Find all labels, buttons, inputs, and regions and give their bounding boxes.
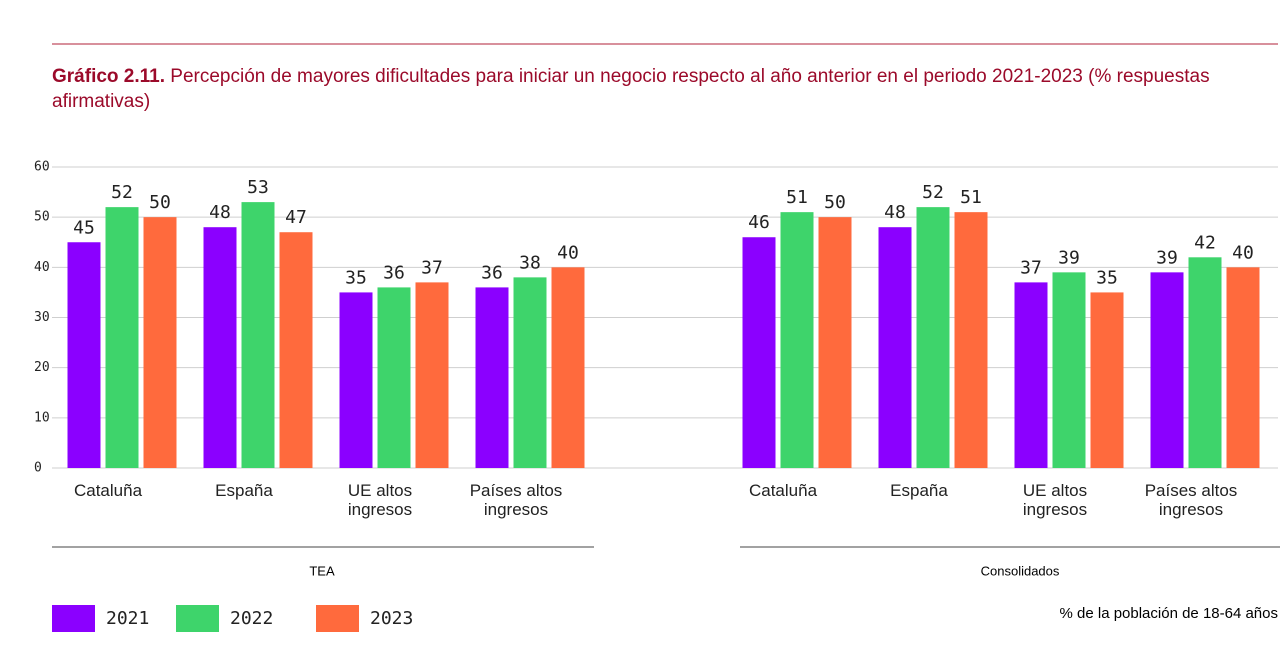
x-tick-label: UE altos ingresos [1022,481,1088,519]
panel-label: Consolidados [981,563,1060,578]
value-label: 42 [1194,232,1216,253]
bar [780,212,814,468]
value-label: 51 [960,187,982,208]
value-label: 48 [209,202,231,223]
x-tick-label: Cataluña [73,481,143,500]
legend-label: 2023 [370,608,413,629]
bar [1090,292,1124,468]
value-label: 51 [786,187,808,208]
y-tick-label: 10 [34,410,50,425]
bar [513,277,547,468]
bar [377,287,411,468]
legend-swatch [176,605,219,632]
x-tick-label: España [890,481,948,500]
value-label: 53 [247,177,269,198]
bar [339,292,373,468]
bar [878,227,912,468]
bar [1052,272,1086,468]
bar [203,227,237,468]
value-label: 45 [73,217,95,238]
y-tick-label: 20 [34,360,50,375]
value-label: 50 [149,192,171,213]
x-tick-label: España [215,481,273,500]
title-text: Percepción de mayores dificultades para … [52,66,1210,112]
bar [818,217,852,468]
value-label: 48 [884,202,906,223]
bar [143,217,177,468]
value-label: 38 [519,252,541,273]
bar [916,207,950,468]
x-tick-label: Cataluña [748,481,818,500]
bar [742,237,776,468]
bar [1150,272,1184,468]
bar [1226,267,1260,468]
x-tick-label: Países altos ingresos [469,481,563,519]
y-tick-label: 0 [34,461,42,476]
title-label: Gráfico 2.11. [52,66,166,87]
value-label: 46 [748,212,770,233]
value-label: 36 [481,262,503,283]
x-tick-label: UE altos ingresos [347,481,413,519]
legend-label: 2022 [230,608,273,629]
value-label: 35 [345,267,367,288]
legend-label: 2021 [106,608,149,629]
panel-label: TEA [309,563,335,578]
value-label: 40 [1232,242,1254,263]
bar [241,202,275,468]
value-label: 37 [1020,257,1042,278]
y-tick-label: 50 [34,210,50,225]
value-label: 39 [1156,247,1178,268]
legend-swatch [52,605,95,632]
bar [105,207,139,468]
bar [1188,257,1222,468]
legend-swatch [316,605,359,632]
value-label: 35 [1096,267,1118,288]
value-label: 39 [1058,247,1080,268]
y-tick-label: 30 [34,310,50,325]
chart-title: Gráfico 2.11. Percepción de mayores difi… [52,64,1282,114]
note: % de la población de 18-64 años [1060,605,1279,622]
bar [67,242,101,468]
y-tick-label: 40 [34,260,50,275]
bar [954,212,988,468]
bar [279,232,313,468]
bar [415,282,449,468]
value-label: 50 [824,192,846,213]
value-label: 36 [383,262,405,283]
bar [551,267,585,468]
x-tick-label: Países altos ingresos [1144,481,1238,519]
value-label: 47 [285,207,307,228]
value-label: 52 [922,182,944,203]
bar [1014,282,1048,468]
value-label: 52 [111,182,133,203]
value-label: 40 [557,242,579,263]
bar [475,287,509,468]
value-label: 37 [421,257,443,278]
y-tick-label: 60 [34,160,50,175]
